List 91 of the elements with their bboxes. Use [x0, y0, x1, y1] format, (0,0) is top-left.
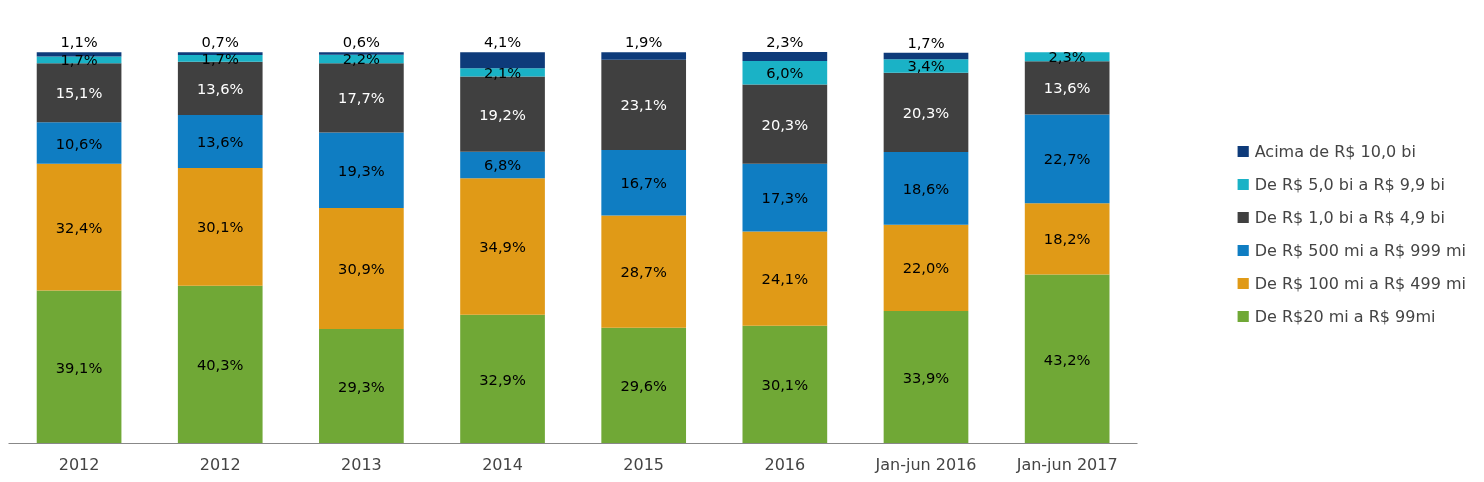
data-label: 17,7%: [338, 89, 385, 107]
data-label: 13,6%: [196, 79, 244, 97]
bar: [177, 114, 263, 169]
data-label: 23,1%: [620, 96, 668, 114]
data-label: 29,6%: [620, 377, 668, 395]
data-label: 2,1%: [483, 63, 522, 81]
legend-label: De R$20 mi a R$ 99mi: [1254, 306, 1436, 326]
data-label: 20,3%: [761, 115, 809, 133]
data-label: 3,4%: [907, 57, 945, 75]
data-label: 19,3%: [338, 161, 385, 179]
data-label: 15,1%: [55, 84, 103, 102]
bar: [742, 84, 828, 164]
data-label: 33,9%: [902, 368, 950, 386]
data-label: 1,7%: [907, 33, 945, 51]
data-label: 2,3%: [1048, 48, 1086, 66]
data-label: 1,9%: [625, 33, 663, 51]
bar: [319, 208, 404, 329]
bar: [883, 310, 969, 444]
data-label: 39,1%: [55, 358, 103, 376]
bar: [36, 290, 122, 444]
data-label: 18,6%: [902, 179, 950, 197]
legend-label: De R$ 5,0 bi a R$ 9,9 bi: [1254, 174, 1445, 194]
bar: [742, 163, 828, 232]
bar: [601, 327, 687, 444]
bar: [36, 163, 122, 291]
data-label: 16,7%: [620, 174, 668, 192]
bar: [883, 224, 969, 311]
bar: [601, 52, 687, 60]
data-label: 28,7%: [620, 263, 668, 281]
data-label: 22,7%: [1043, 150, 1091, 168]
bar: [460, 52, 545, 69]
bar: [1024, 274, 1110, 444]
x-tick-label: 2012: [58, 454, 100, 474]
bar: [601, 59, 687, 151]
data-label: 30,1%: [196, 218, 244, 236]
legend-label: Acima de R$ 10,0 bi: [1254, 141, 1416, 161]
legend-label: De R$ 100 mi a R$ 499 mi: [1254, 273, 1466, 293]
bar: [1024, 203, 1110, 275]
data-label: 43,2%: [1043, 350, 1091, 368]
bar: [460, 178, 545, 315]
data-label: 19,2%: [479, 105, 526, 123]
data-label: 22,0%: [902, 259, 950, 277]
data-label: 6,0%: [766, 64, 804, 82]
data-label: 1,7%: [60, 51, 98, 69]
data-label: 2,3%: [766, 32, 804, 50]
data-label: 13,6%: [1043, 79, 1091, 97]
x-tick-label: 2013: [341, 454, 382, 474]
bar: [742, 231, 828, 326]
data-label: 1,1%: [60, 33, 98, 51]
bar: [1024, 114, 1110, 204]
data-label: 32,9%: [479, 370, 526, 388]
data-label: 6,8%: [483, 156, 522, 174]
data-label: 20,3%: [902, 103, 950, 121]
x-tick-label: 2014: [482, 454, 523, 474]
x-tick-label: 2015: [623, 454, 665, 474]
bar: [36, 122, 122, 164]
data-label: 34,9%: [479, 238, 526, 256]
bar: [319, 132, 404, 208]
bar: [601, 150, 687, 216]
data-label: 17,3%: [761, 189, 809, 207]
bar: [319, 52, 404, 55]
data-label: 0,7%: [201, 33, 239, 51]
bar: [883, 152, 969, 225]
bar: [177, 168, 263, 286]
x-tick-label: Jan-jun 2017: [1015, 454, 1118, 474]
bar: [460, 314, 545, 444]
legend-label: De R$ 500 mi a R$ 999 mi: [1254, 240, 1466, 260]
bar: [883, 52, 969, 60]
data-label: 18,2%: [1043, 230, 1091, 248]
data-label: 30,9%: [338, 259, 385, 277]
data-label: 10,6%: [55, 134, 103, 152]
data-label: 40,3%: [196, 356, 244, 374]
legend-label: De R$ 1,0 bi a R$ 4,9 bi: [1254, 207, 1445, 227]
data-label: 2,2%: [342, 50, 381, 68]
data-label: 4,1%: [483, 33, 522, 51]
bar: [601, 215, 687, 328]
data-label: 0,6%: [342, 33, 381, 51]
x-tick-label: 2016: [764, 454, 806, 474]
data-label: 13,6%: [196, 133, 244, 150]
bar: [36, 52, 122, 57]
data-label: 32,4%: [55, 218, 103, 236]
data-label: 30,1%: [761, 376, 809, 394]
bar: [177, 285, 263, 444]
x-tick-label: Jan-jun 2016: [874, 454, 977, 474]
bar: [742, 325, 828, 444]
bar: [319, 328, 404, 444]
data-label: 29,3%: [338, 377, 385, 395]
bar: [883, 72, 969, 153]
data-label: 24,1%: [761, 270, 809, 288]
bar: [742, 51, 828, 61]
x-tick-label: 2012: [199, 454, 241, 474]
